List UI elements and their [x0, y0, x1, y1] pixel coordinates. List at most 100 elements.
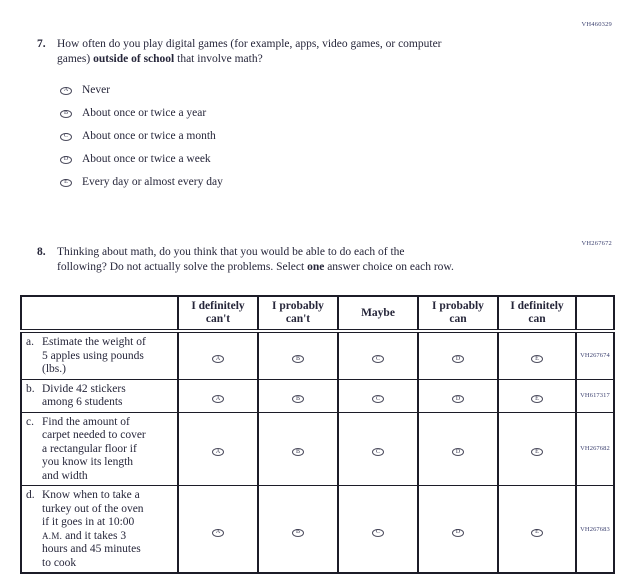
item-code-cell: VH267674 [575, 330, 615, 380]
bubble-cell: A [177, 411, 259, 486]
answer-bubble-c[interactable]: C [372, 355, 384, 364]
answer-bubble-d[interactable]: D [452, 528, 464, 537]
question-8-text-line2: following? Do not actually solve the pro… [57, 260, 597, 275]
column-header: I definitely can't [177, 295, 259, 333]
item-column-header [20, 295, 179, 333]
bubble-cell: D [417, 330, 499, 380]
bubble-cell: C [337, 330, 419, 380]
answer-bubble-a[interactable]: A [212, 448, 224, 457]
answer-bubble-b[interactable]: B [292, 448, 304, 457]
table-row: a. Estimate the weight of 5 apples using … [20, 330, 615, 380]
question-8-text-line1: Thinking about math, do you think that y… [57, 246, 405, 258]
accession-code-q8: VH267672 [581, 240, 612, 247]
option-label: About once or twice a month [82, 130, 216, 143]
row-text: Estimate the weight of 5 apples using po… [42, 336, 146, 375]
row-letter: a. [26, 336, 34, 348]
option-label: Never [82, 84, 111, 97]
option-row: A Never [60, 79, 597, 102]
bubble-cell: E [497, 485, 577, 574]
option-label: About once or twice a year [82, 107, 207, 120]
row-label: a. Estimate the weight of 5 apples using … [24, 335, 175, 377]
answer-bubble-b[interactable]: B [60, 109, 72, 118]
answer-bubble-c[interactable]: C [372, 395, 384, 403]
answer-bubble-a[interactable]: A [212, 395, 224, 403]
table-row: c. Find the amount of carpet needed to co… [20, 411, 615, 486]
bubble-cell: D [417, 378, 499, 413]
row-text: Know when to take a turkey out of the ov… [42, 489, 144, 569]
column-header: I probably can't [257, 295, 339, 333]
answer-bubble-e[interactable]: E [531, 395, 543, 403]
question-7-number: 7. [37, 38, 46, 50]
row-label-cell: c. Find the amount of carpet needed to co… [20, 411, 179, 486]
bubble-cell: A [177, 378, 259, 413]
question-8-number: 8. [37, 246, 46, 258]
question-7-text-line2-post: that involve math? [174, 52, 263, 65]
answer-bubble-d[interactable]: D [452, 395, 464, 403]
row-label-cell: a. Estimate the weight of 5 apples using … [20, 330, 179, 380]
row-label: b. Divide 42 stickers among 6 students [24, 382, 175, 410]
bubble-cell: B [257, 330, 339, 380]
answer-bubble-d[interactable]: D [452, 448, 464, 457]
column-header: I probably can [417, 295, 499, 333]
bubble-cell: E [497, 378, 577, 413]
answer-bubble-b[interactable]: B [292, 528, 304, 537]
code-column-header [575, 295, 615, 333]
bubble-cell: E [497, 330, 577, 380]
question-7: 7. How often do you play digital games (… [37, 37, 597, 194]
question-7-text-line1: How often do you play digital games (for… [57, 38, 442, 50]
bubble-cell: E [497, 411, 577, 486]
row-text: Divide 42 stickers among 6 students [42, 382, 126, 409]
question-7-body: How often do you play digital games (for… [57, 37, 597, 194]
answer-bubble-a[interactable]: A [212, 355, 224, 364]
row-text: Find the amount of carpet needed to cove… [42, 415, 146, 482]
answer-bubble-a[interactable]: A [60, 86, 72, 95]
answer-bubble-e[interactable]: E [531, 355, 543, 364]
table-header-row: I definitely can't I probably can't Maybe I… [20, 295, 615, 333]
answer-bubble-b[interactable]: B [292, 355, 304, 364]
option-row: B About once or twice a year [60, 102, 597, 125]
option-row: D About once or twice a week [60, 148, 597, 171]
accession-code-q7: VH460329 [581, 21, 612, 28]
question-7-text-line2-pre: games) [57, 52, 94, 65]
answer-bubble-e[interactable]: E [531, 528, 543, 537]
bubble-cell: C [337, 378, 419, 413]
question-8: 8. Thinking about math, do you think tha… [37, 245, 597, 274]
option-row: C About once or twice a month [60, 125, 597, 148]
answer-bubble-e[interactable]: E [531, 448, 543, 457]
bubble-cell: B [257, 411, 339, 486]
column-header: I definitely can [497, 295, 577, 333]
row-letter: d. [26, 489, 35, 501]
question-8-text-line2-pre: following? Do not actually solve the pro… [57, 260, 308, 273]
answer-bubble-b[interactable]: B [292, 395, 304, 403]
option-label: Every day or almost every day [82, 176, 223, 189]
row-label: c. Find the amount of carpet needed to co… [24, 415, 175, 484]
question-8-text-line2-post: answer choice on each row. [324, 260, 454, 273]
q7-options: A Never B About once or twice a year C About … [60, 79, 597, 194]
answer-bubble-c[interactable]: C [372, 528, 384, 537]
table-body: a. Estimate the weight of 5 apples using … [20, 330, 615, 574]
bubble-cell: D [417, 411, 499, 486]
bubble-cell: A [177, 485, 259, 574]
bubble-cell: C [337, 485, 419, 574]
smallcaps-am: A.M. [42, 530, 63, 541]
item-code-cell: VH267682 [575, 411, 615, 486]
answer-bubble-a[interactable]: A [212, 528, 224, 537]
row-label-cell: d. Know when to take a turkey out of the … [20, 485, 179, 574]
answer-bubble-c[interactable]: C [60, 132, 72, 141]
answer-bubble-d[interactable]: D [452, 355, 464, 364]
answer-bubble-e[interactable]: E [60, 178, 72, 187]
row-letter: c. [26, 415, 34, 428]
table-row: b. Divide 42 stickers among 6 students A B C… [20, 378, 615, 413]
bubble-cell: A [177, 330, 259, 380]
question-8-text-line2-bold: one [307, 260, 325, 273]
question-8-body: Thinking about math, do you think that y… [57, 245, 597, 274]
answer-bubble-c[interactable]: C [372, 448, 384, 457]
table-row: d. Know when to take a turkey out of the … [20, 485, 615, 574]
item-code-cell: VH617317 [575, 378, 615, 413]
bubble-cell: C [337, 411, 419, 486]
answer-bubble-d[interactable]: D [60, 155, 72, 164]
question-7-text-line2-bold: outside of school [93, 52, 175, 65]
row-label-cell: b. Divide 42 stickers among 6 students [20, 378, 179, 413]
bubble-cell: B [257, 485, 339, 574]
item-rating-table: I definitely can't I probably can't Maybe I… [20, 295, 615, 574]
